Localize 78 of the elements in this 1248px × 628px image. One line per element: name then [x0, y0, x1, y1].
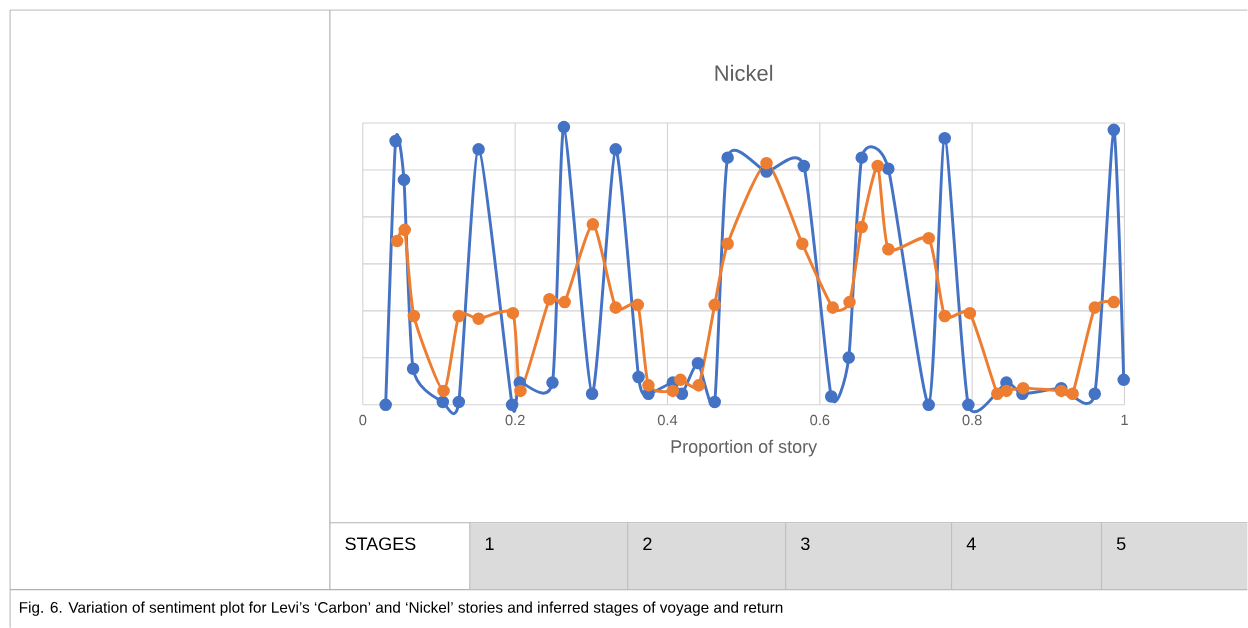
point	[963, 306, 977, 320]
point	[871, 159, 884, 173]
point	[1016, 381, 1030, 395]
point	[760, 156, 773, 170]
point	[389, 134, 402, 148]
point	[452, 309, 466, 323]
point	[824, 390, 838, 403]
point	[922, 231, 935, 245]
point	[826, 301, 840, 314]
text: 3	[801, 537, 810, 550]
point	[1107, 295, 1121, 309]
point	[882, 242, 895, 256]
x-tick-label: 0.2	[505, 414, 525, 426]
point	[585, 387, 599, 400]
x-tick-label: 1	[1121, 414, 1128, 425]
point	[708, 298, 721, 311]
point	[379, 398, 392, 411]
point	[691, 356, 705, 370]
point	[666, 384, 680, 398]
point	[506, 306, 520, 320]
point	[796, 237, 809, 250]
point	[406, 362, 420, 375]
point	[390, 234, 404, 248]
point	[962, 398, 975, 411]
point	[557, 120, 571, 134]
point	[586, 217, 600, 231]
x-tick-label: 0.4	[657, 414, 678, 426]
point	[1088, 301, 1102, 314]
point	[1117, 373, 1130, 386]
text: 1	[485, 537, 494, 550]
x-tick-label: 0	[359, 414, 367, 426]
point	[938, 131, 951, 145]
point	[514, 384, 527, 398]
point	[938, 309, 951, 323]
point	[882, 162, 895, 175]
point	[721, 237, 734, 250]
point	[675, 387, 689, 400]
point	[632, 370, 645, 384]
point	[505, 398, 519, 411]
point	[437, 384, 450, 398]
point	[991, 387, 1004, 400]
point	[1066, 387, 1079, 400]
point	[797, 159, 811, 173]
point	[1000, 384, 1013, 398]
point	[855, 151, 868, 164]
point	[692, 378, 705, 392]
chart-title: Nickel	[715, 64, 773, 81]
x-tick-label: 0.6	[810, 414, 830, 426]
point	[631, 298, 645, 311]
point	[842, 351, 856, 364]
text: 5	[1116, 537, 1126, 550]
point	[397, 173, 411, 186]
caption: Fig. 6. Variation of sentiment plot for Levi’s ‘Carbon’ and ‘Nickel’ stories and inferred stages of voyage and return	[19, 601, 783, 616]
point	[543, 292, 556, 306]
point	[708, 395, 721, 409]
point	[674, 373, 687, 386]
point	[721, 151, 734, 164]
text: 4	[966, 537, 976, 550]
point	[843, 295, 856, 309]
x-axis-title: Proportion of story	[671, 439, 818, 457]
point	[642, 378, 655, 392]
point	[407, 309, 421, 323]
point	[546, 376, 559, 389]
x-tick-label: 0.8	[962, 414, 982, 426]
point	[609, 301, 622, 314]
point	[398, 223, 411, 236]
point	[855, 220, 868, 234]
point	[1088, 387, 1102, 400]
point	[452, 395, 466, 409]
point	[436, 395, 450, 409]
point	[472, 142, 485, 156]
text: 2	[643, 537, 652, 550]
point	[609, 142, 622, 156]
point	[922, 398, 935, 411]
point	[1107, 123, 1121, 137]
point	[558, 295, 571, 309]
point	[472, 312, 485, 325]
text: STAGES	[345, 537, 416, 550]
